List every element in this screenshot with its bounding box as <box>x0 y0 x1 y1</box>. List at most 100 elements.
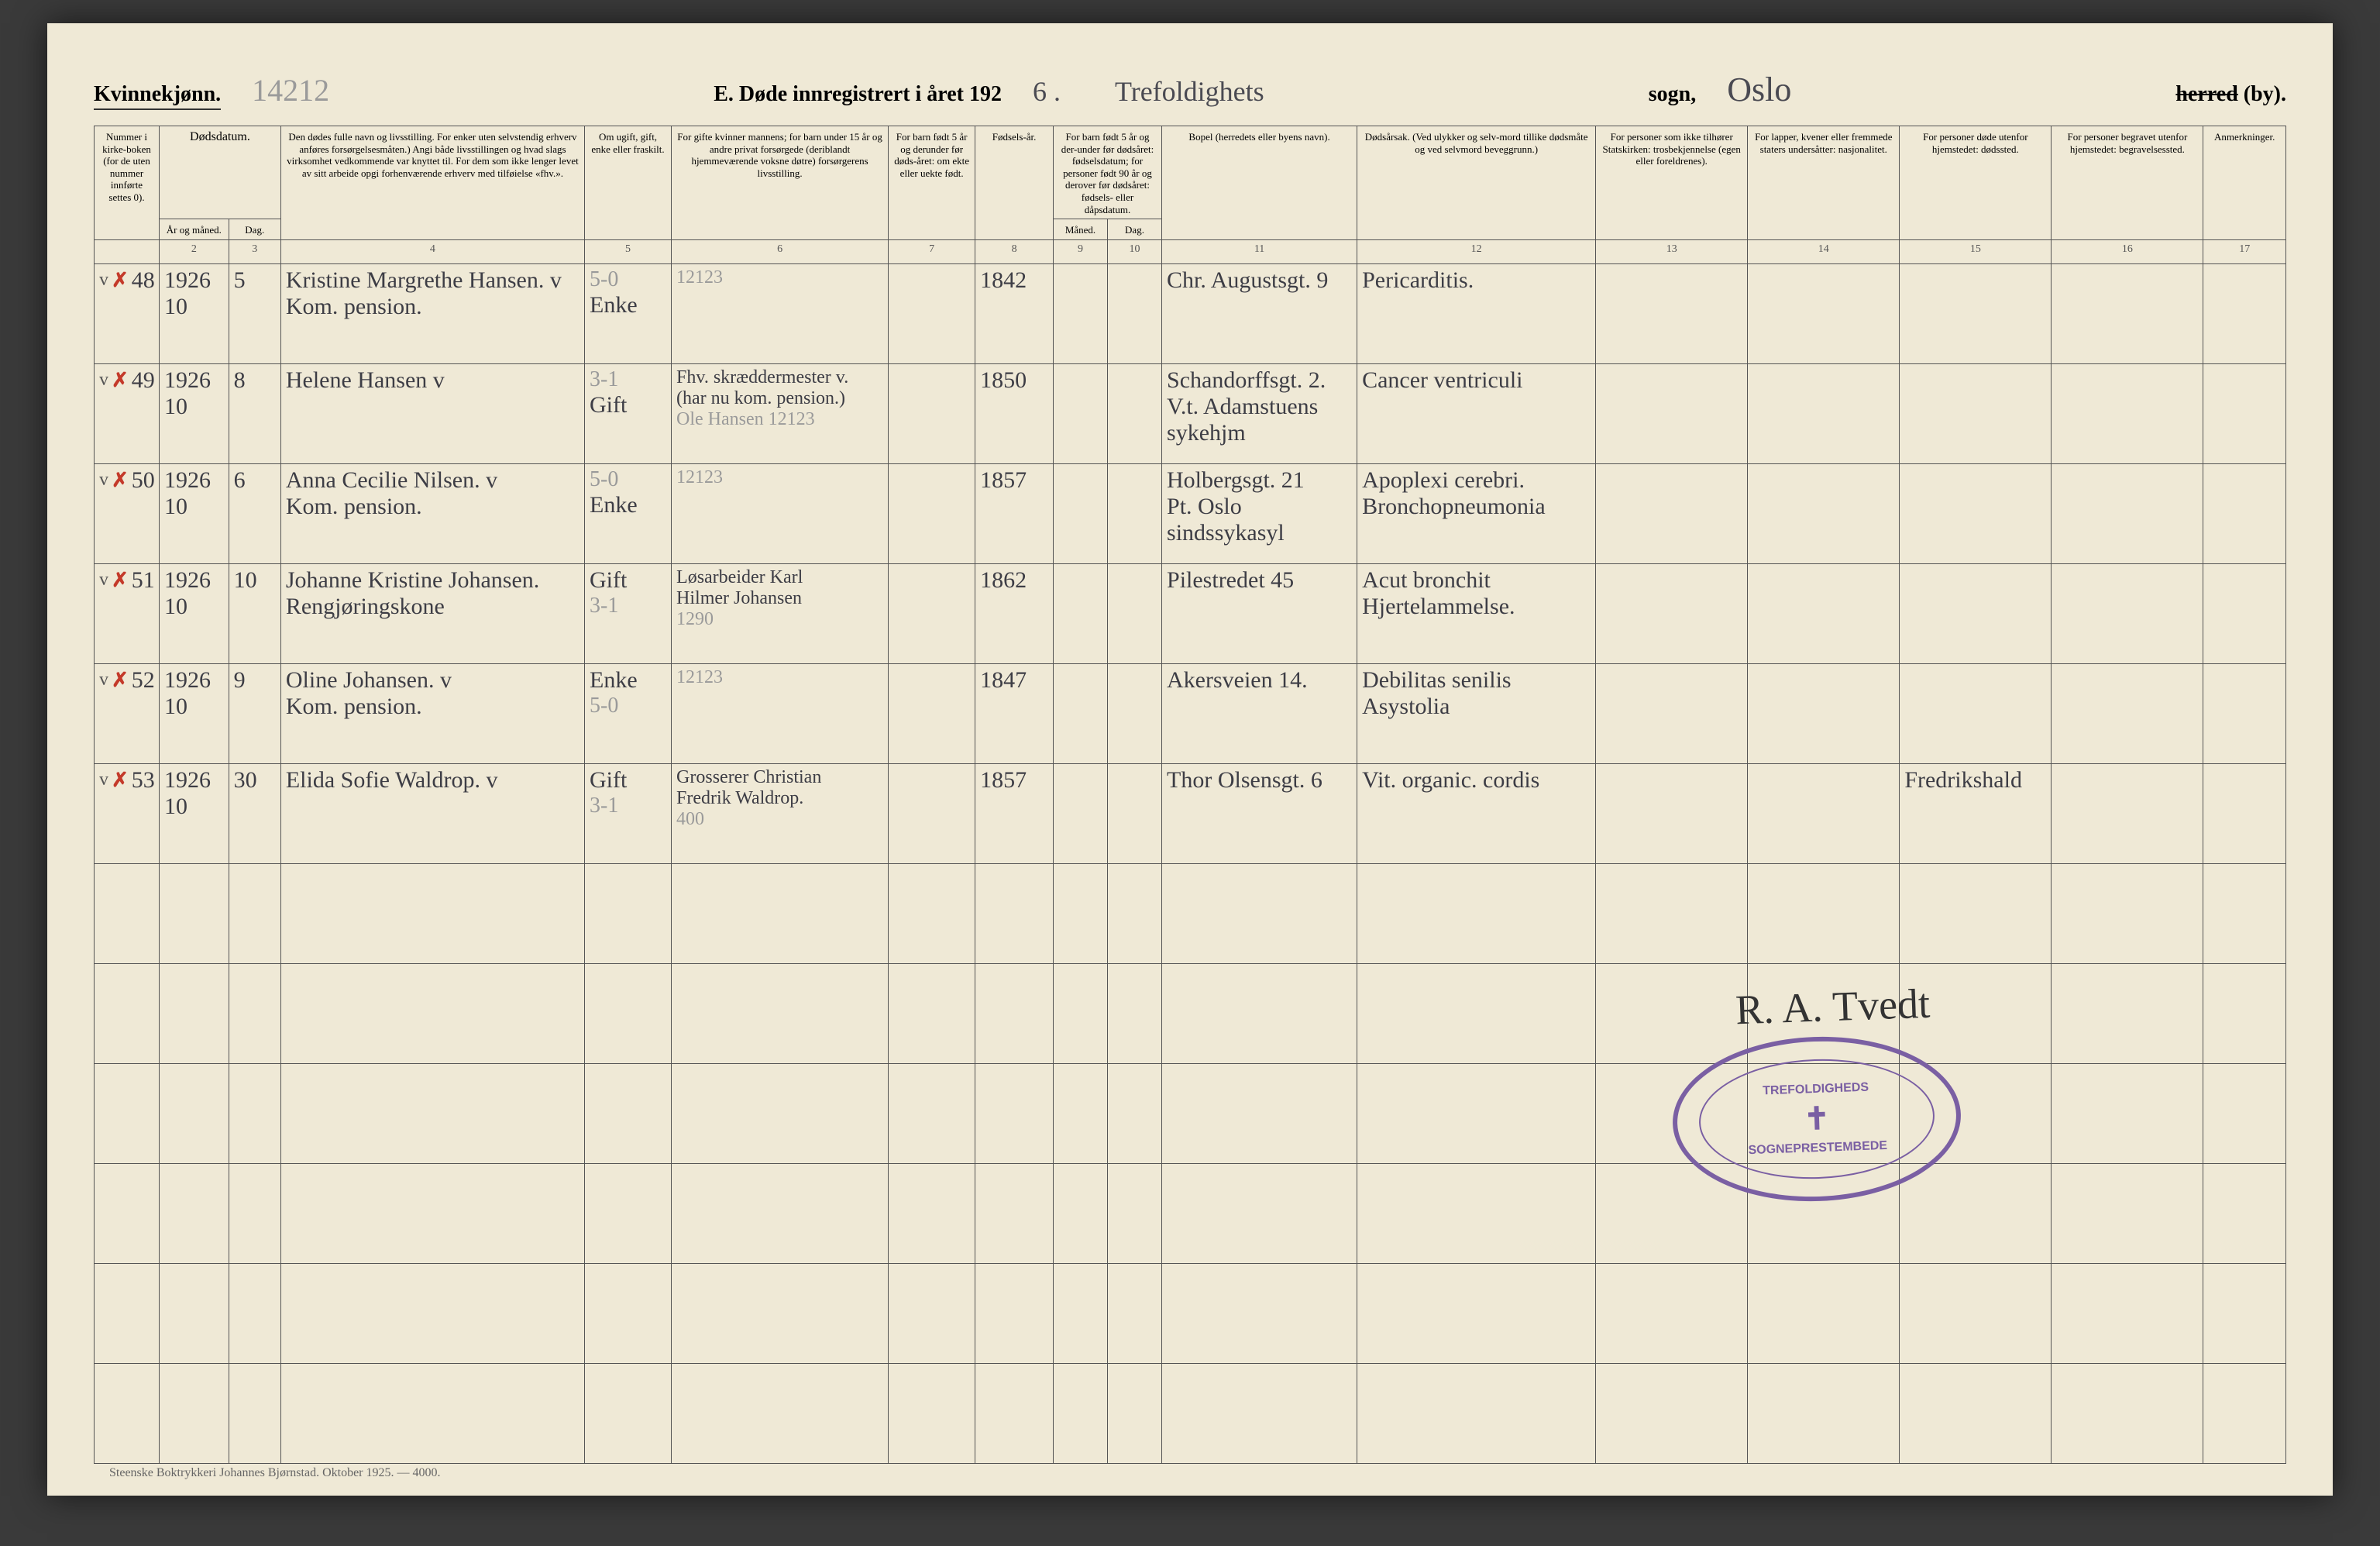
table-cell <box>585 963 672 1063</box>
cell-text: 6 <box>234 467 276 494</box>
table-cell: 1926 10 <box>160 663 229 763</box>
table-row-blank <box>95 1263 2286 1363</box>
col-9a: Måned. <box>1053 219 1107 240</box>
column-number: 15 <box>1900 239 2052 263</box>
table-cell: 6 <box>229 463 280 563</box>
table-cell <box>229 1363 280 1463</box>
tick-icon: v <box>99 370 108 391</box>
column-number: 14 <box>1748 239 1900 263</box>
cell-text: Apoplexi cerebri. Bronchopneumonia <box>1362 467 1591 520</box>
table-cell <box>95 1363 160 1463</box>
cell-text: Kristine Margrethe Hansen. v Kom. pensio… <box>286 267 580 320</box>
table-cell <box>585 1163 672 1263</box>
table-cell <box>1748 463 1900 563</box>
cell-text: Akersveien 14. <box>1167 667 1352 694</box>
cell-text: Gift <box>590 767 666 794</box>
col-9b: Dag. <box>1108 219 1162 240</box>
col-2-day: Dag. <box>229 219 280 240</box>
table-cell <box>1900 863 2052 963</box>
table-body: v✗481926 105Kristine Margrethe Hansen. v… <box>95 263 2286 1463</box>
table-cell <box>1900 1063 2052 1163</box>
red-x-icon: ✗ <box>112 768 129 792</box>
table-cell <box>1108 363 1162 463</box>
col-2-top: Dødsdatum. <box>160 126 281 219</box>
tick-icon: v <box>99 470 108 491</box>
table-cell: Pericarditis. <box>1357 263 1596 363</box>
table-cell: 30 <box>229 763 280 863</box>
table-cell <box>672 1263 889 1363</box>
col-5: Om ugift, gift, enke eller fraskilt. <box>585 126 672 240</box>
table-cell <box>975 863 1054 963</box>
row-number-cell: v✗49 <box>95 363 160 463</box>
table-cell: 1862 <box>975 563 1054 663</box>
table-cell <box>1748 663 1900 763</box>
table-cell <box>672 963 889 1063</box>
table-cell <box>889 1363 975 1463</box>
register-page: Kvinnekjønn. 14212 E. Døde innregistrert… <box>47 23 2333 1496</box>
col-2-year: År og måned. <box>160 219 229 240</box>
table-cell: 1857 <box>975 763 1054 863</box>
table-cell <box>2203 563 2286 663</box>
table-cell <box>1108 563 1162 663</box>
table-cell <box>1053 1263 1107 1363</box>
table-row-blank <box>95 863 2286 963</box>
table-cell <box>1596 463 1748 563</box>
year-digit: 6 . <box>1033 75 1061 108</box>
table-cell: 1857 <box>975 463 1054 563</box>
table-cell <box>1162 1263 1357 1363</box>
table-cell <box>672 1363 889 1463</box>
table-cell <box>1053 863 1107 963</box>
col-9-top: For barn født 5 år og der-under før døds… <box>1053 126 1161 219</box>
col-14: For lapper, kvener eller fremmede stater… <box>1748 126 1900 240</box>
column-number: 16 <box>2052 239 2203 263</box>
cell-text: 1926 10 <box>164 267 224 320</box>
table-cell <box>1053 963 1107 1063</box>
herred-strike: herred <box>2175 82 2237 106</box>
table-cell <box>1748 1263 1900 1363</box>
table-cell <box>229 1063 280 1163</box>
cell-text: 1857 <box>980 467 1048 494</box>
table-cell <box>889 1263 975 1363</box>
table-cell <box>1053 663 1107 763</box>
col-7: For barn født 5 år og derunder før døds-… <box>889 126 975 240</box>
table-row: v✗531926 1030Elida Sofie Waldrop. vGift3… <box>95 763 2286 863</box>
table-cell <box>1748 1163 1900 1263</box>
table-cell <box>229 963 280 1063</box>
table-cell: Oline Johansen. v Kom. pension. <box>280 663 584 763</box>
cell-text: 8 <box>234 367 276 394</box>
table-cell: 1850 <box>975 363 1054 463</box>
row-number-cell: v✗53 <box>95 763 160 863</box>
table-cell <box>889 763 975 863</box>
table-cell <box>2052 563 2203 663</box>
table-cell <box>95 1163 160 1263</box>
cell-text: 1926 10 <box>164 667 224 720</box>
cell-text: Enke <box>590 667 666 694</box>
table-cell: 1926 10 <box>160 763 229 863</box>
table-cell: Johanne Kristine Johansen. Rengjøringsko… <box>280 563 584 663</box>
table-cell: Enke5-0 <box>585 663 672 763</box>
cell-text: Ole Hansen 12123 <box>676 409 883 430</box>
table-cell <box>2203 863 2286 963</box>
table-row-blank <box>95 963 2286 1063</box>
table-cell: Gift3-1 <box>585 763 672 863</box>
column-number: 2 <box>160 239 229 263</box>
table-cell <box>1596 363 1748 463</box>
cell-text: 1857 <box>980 767 1048 794</box>
table-cell: Helene Hansen v <box>280 363 584 463</box>
table-cell <box>1596 1163 1748 1263</box>
red-x-icon: ✗ <box>112 468 129 492</box>
table-cell <box>889 263 975 363</box>
col-1: Nummer i kirke-boken (for de uten nummer… <box>95 126 160 240</box>
column-number: 17 <box>2203 239 2286 263</box>
cell-text: 9 <box>234 667 276 694</box>
tick-icon: v <box>99 770 108 790</box>
table-cell <box>1596 663 1748 763</box>
table-cell <box>160 1163 229 1263</box>
red-x-icon: ✗ <box>112 668 129 692</box>
table-cell <box>2203 663 2286 763</box>
table-cell: Løsarbeider KarlHilmer Johansen 1290 <box>672 563 889 663</box>
table-cell: 1926 10 <box>160 263 229 363</box>
table-cell <box>2052 963 2203 1063</box>
cell-text: 12123 <box>676 267 883 288</box>
table-cell <box>2052 1063 2203 1163</box>
